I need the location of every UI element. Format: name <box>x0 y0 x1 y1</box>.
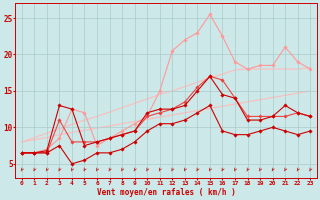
X-axis label: Vent moyen/en rafales ( km/h ): Vent moyen/en rafales ( km/h ) <box>97 188 236 197</box>
